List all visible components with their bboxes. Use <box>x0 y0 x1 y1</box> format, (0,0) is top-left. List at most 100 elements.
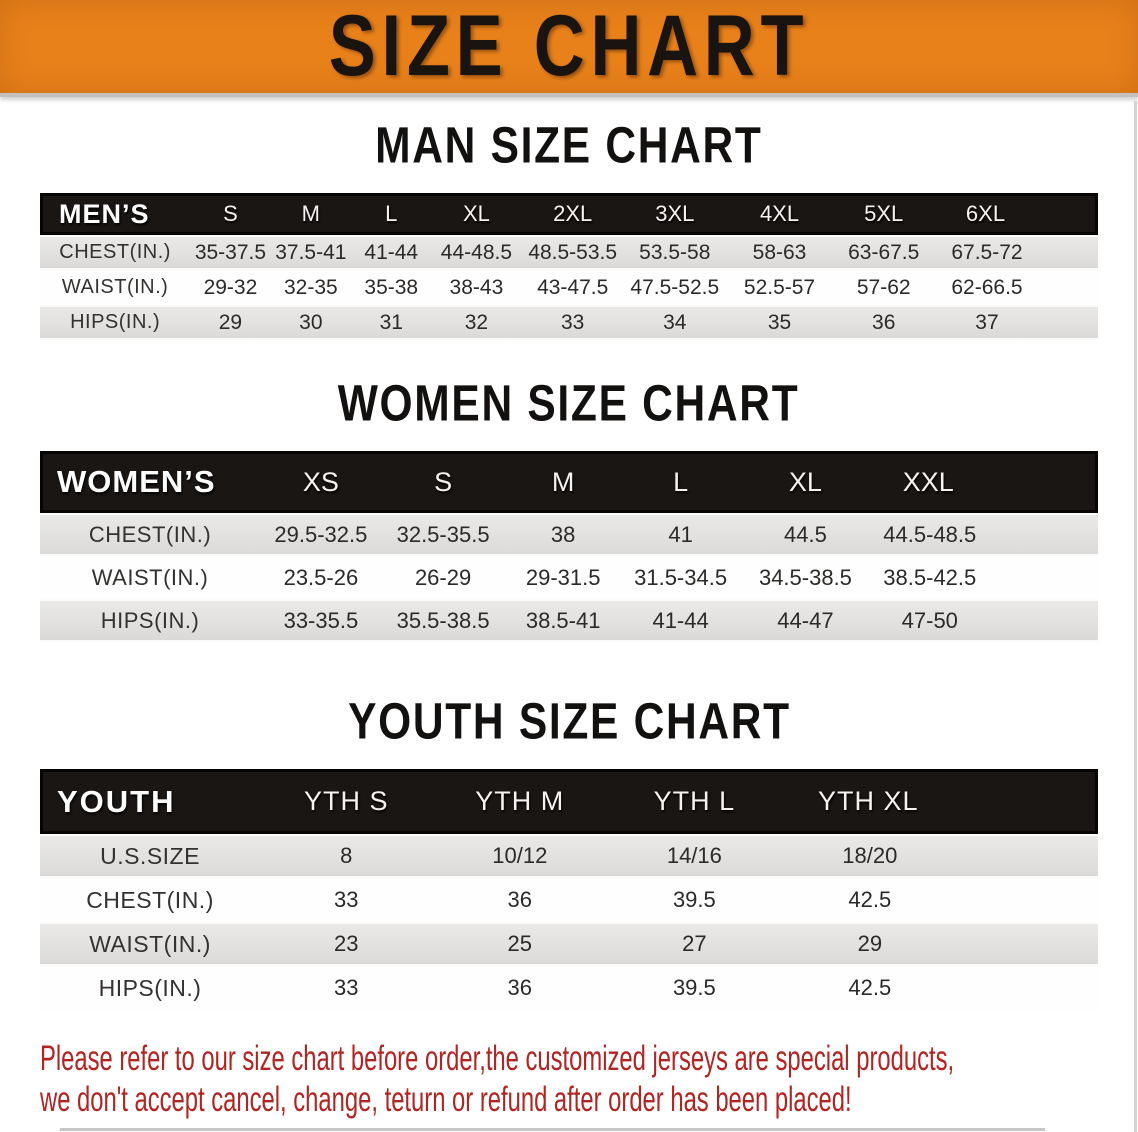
row-label-cell: HIPS(IN.) <box>40 966 261 1010</box>
women-measurement-row: CHEST(IN.) 29.5-32.5 32.5-35.5 38 41 44.5 44.5… <box>40 513 1098 556</box>
value-cell: 52.5-57 <box>725 270 834 305</box>
row-label-cell: WAIST(IN.) <box>40 556 261 599</box>
value-cell: 33 <box>260 878 433 922</box>
men-size-column-header: 3XL <box>624 193 726 235</box>
value-cell: 32 <box>431 305 522 340</box>
value-cell: 31.5-34.5 <box>621 556 740 599</box>
value-cell: 27 <box>607 922 782 966</box>
youth-group-label: YOUTH <box>40 769 261 834</box>
men-section-title: MAN SIZE CHART <box>0 116 1138 174</box>
value-cell: 8 <box>260 834 433 878</box>
value-cell: 35-37.5 <box>190 235 271 270</box>
value-cell: 30 <box>270 305 352 340</box>
banner: SIZE CHART <box>0 0 1138 97</box>
value-cell: 33 <box>521 305 624 340</box>
men-size-column-header: 5XL <box>833 193 934 235</box>
value-cell: 36 <box>432 966 608 1010</box>
value-cell: 39.5 <box>607 966 782 1010</box>
women-size-column-header: XL <box>739 451 872 513</box>
row-label-cell: U.S.SIZE <box>40 834 261 878</box>
value-cell: 34.5-38.5 <box>739 556 872 599</box>
value-cell: 53.5-58 <box>624 235 726 270</box>
youth-size-table: YOUTH YTH S YTH M YTH L YTH XL U.S.SIZE 8 10/12… <box>40 769 1098 1010</box>
women-size-table: WOMEN’S XS S M L XL XXL CHEST(IN.) 29.5-32.5 32.5… <box>40 451 1098 642</box>
value-cell: 29 <box>781 922 1098 966</box>
men-size-table: MEN’S S M L XL 2XL 3XL 4XL 5XL 6XL CHEST(IN.) 35-37… <box>40 193 1098 340</box>
youth-measurement-row: CHEST(IN.) 33 36 39.5 42.5 <box>40 878 1098 922</box>
youth-section: YOUTH SIZE CHART YOUTH YTH S YTH M YTH L YTH… <box>0 692 1138 1010</box>
row-label-cell: CHEST(IN.) <box>40 235 191 270</box>
youth-size-column-header: YTH S <box>260 769 433 834</box>
value-cell: 38 <box>504 513 622 556</box>
men-size-column-header: 4XL <box>725 193 834 235</box>
value-cell: 48.5-53.5 <box>521 235 624 270</box>
value-cell: 41-44 <box>351 235 432 270</box>
men-size-column-header: M <box>270 193 352 235</box>
men-section: MAN SIZE CHART MEN’S S M L XL 2XL 3XL 4XL 5XL 6XL… <box>0 116 1138 340</box>
value-cell: 44-48.5 <box>431 235 522 270</box>
value-cell: 35-38 <box>351 270 432 305</box>
value-cell: 41-44 <box>621 599 740 642</box>
value-cell: 26-29 <box>381 556 505 599</box>
women-measurement-row: WAIST(IN.) 23.5-26 26-29 29-31.5 31.5-34.5 34… <box>40 556 1098 599</box>
value-cell: 33 <box>260 966 433 1010</box>
men-measurement-row: CHEST(IN.) 35-37.5 37.5-41 41-44 44-48.5 48.5… <box>40 235 1098 270</box>
value-cell: 38.5-42.5 <box>871 556 1098 599</box>
value-cell: 42.5 <box>781 878 1098 922</box>
value-cell: 29-32 <box>190 270 271 305</box>
men-size-column-header: 2XL <box>521 193 624 235</box>
row-label-cell: HIPS(IN.) <box>40 305 191 340</box>
disclaimer-line-1: Please refer to our size chart before or… <box>40 1039 955 1078</box>
row-label-cell: CHEST(IN.) <box>40 513 261 556</box>
men-size-column-header: L <box>351 193 432 235</box>
value-cell: 32-35 <box>270 270 352 305</box>
youth-size-column-header: YTH M <box>432 769 608 834</box>
scan-artifact-right-line <box>1134 101 1137 1132</box>
disclaimer: Please refer to our size chart before or… <box>40 1038 954 1120</box>
value-cell: 36 <box>833 305 934 340</box>
disclaimer-line-2: we don't accept cancel, change, teturn o… <box>40 1080 852 1119</box>
value-cell: 31 <box>351 305 432 340</box>
value-cell: 62-66.5 <box>933 270 1098 305</box>
value-cell: 18/20 <box>781 834 1098 878</box>
value-cell: 23.5-26 <box>260 556 382 599</box>
value-cell: 39.5 <box>607 878 782 922</box>
youth-measurement-row: WAIST(IN.) 23 25 27 29 <box>40 922 1098 966</box>
row-label-cell: WAIST(IN.) <box>40 270 191 305</box>
value-cell: 38.5-41 <box>504 599 622 642</box>
women-section: WOMEN SIZE CHART WOMEN’S XS S M L XL XXL CHEST(… <box>0 378 1138 642</box>
men-size-column-header: S <box>190 193 271 235</box>
men-group-label: MEN’S <box>40 193 191 235</box>
value-cell: 44.5-48.5 <box>871 513 1098 556</box>
value-cell: 37.5-41 <box>270 235 352 270</box>
women-size-column-header: XXL <box>871 451 1098 513</box>
men-size-column-header: XL <box>431 193 522 235</box>
value-cell: 41 <box>621 513 740 556</box>
men-measurement-row: HIPS(IN.) 29 30 31 32 33 34 35 36 37 <box>40 305 1098 340</box>
value-cell: 29 <box>190 305 271 340</box>
value-cell: 47.5-52.5 <box>624 270 726 305</box>
value-cell: 67.5-72 <box>933 235 1098 270</box>
men-header-row: MEN’S S M L XL 2XL 3XL 4XL 5XL 6XL <box>40 193 1098 235</box>
men-section-title-text: MAN SIZE CHART <box>375 116 763 174</box>
women-header-row: WOMEN’S XS S M L XL XXL <box>40 451 1098 513</box>
women-section-title: WOMEN SIZE CHART <box>0 378 1138 429</box>
value-cell: 10/12 <box>432 834 608 878</box>
women-size-column-header: M <box>504 451 622 513</box>
value-cell: 14/16 <box>607 834 782 878</box>
scan-artifact-bottom-line <box>60 1128 1045 1131</box>
value-cell: 44-47 <box>739 599 872 642</box>
youth-section-title-text: YOUTH SIZE CHART <box>347 692 791 750</box>
value-cell: 38-43 <box>431 270 522 305</box>
banner-title: SIZE CHART <box>328 0 810 94</box>
women-measurement-row: HIPS(IN.) 33-35.5 35.5-38.5 38.5-41 41-44 44-… <box>40 599 1098 642</box>
row-label-cell: WAIST(IN.) <box>40 922 261 966</box>
value-cell: 32.5-35.5 <box>381 513 505 556</box>
value-cell: 58-63 <box>725 235 834 270</box>
value-cell: 29.5-32.5 <box>260 513 382 556</box>
value-cell: 57-62 <box>833 270 934 305</box>
men-measurement-row: WAIST(IN.) 29-32 32-35 35-38 38-43 43-47.5 47.… <box>40 270 1098 305</box>
value-cell: 34 <box>624 305 726 340</box>
value-cell: 36 <box>432 878 608 922</box>
youth-size-column-header: YTH L <box>607 769 782 834</box>
